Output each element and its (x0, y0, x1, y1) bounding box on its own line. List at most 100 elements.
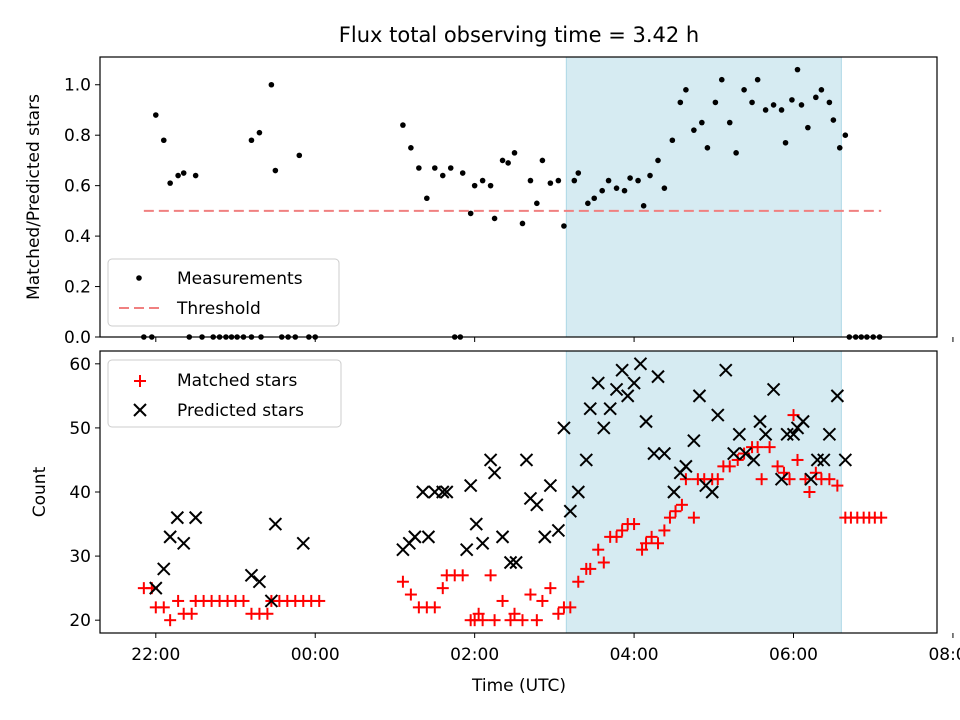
measurement-point (511, 150, 518, 156)
predicted-star-point (647, 446, 661, 461)
measurement-point (400, 122, 406, 128)
measurement-point (762, 107, 769, 113)
legend-bottom: Matched stars Predicted stars (107, 359, 342, 428)
measurement-point (789, 97, 795, 103)
x-tick-label: 06:00 (769, 645, 818, 665)
measurement-point (192, 172, 199, 179)
predicted-star-point (810, 453, 825, 467)
x-tick-label: 22:00 (131, 645, 180, 665)
predicted-star-point (633, 357, 648, 371)
predicted-star-point (621, 389, 635, 403)
legend-box-bottom (107, 359, 342, 428)
predicted-star-point (557, 421, 571, 435)
predicted-star-point (796, 414, 810, 429)
predicted-star-point (252, 575, 267, 589)
measurement-point (599, 187, 605, 194)
measurement-point (605, 177, 612, 184)
measurement-point (647, 172, 653, 179)
matched-star-point (799, 473, 812, 486)
ratio-panel: 0.0 0.2 0.4 0.6 0.8 1.0 Matched/Predicted sta… (24, 56, 954, 348)
matched-star-point (572, 575, 585, 588)
measurement-point (561, 223, 567, 229)
measurement-point (585, 200, 591, 207)
measurement-point (153, 112, 159, 118)
measurement-point (794, 66, 801, 73)
matched-star-point (172, 594, 185, 607)
matched-star-point (675, 498, 688, 511)
matched-star-point (791, 453, 804, 466)
predicted-star-point (543, 478, 558, 493)
legend-label-measurements: Measurements (177, 269, 303, 289)
matched-star-point (516, 614, 529, 627)
measurement-point (272, 167, 279, 174)
x-tick: 06:00 (769, 633, 818, 665)
measurement-point (726, 119, 733, 126)
matched-star-point (687, 511, 700, 524)
measurement-point (248, 137, 255, 144)
predicted-star-point (753, 414, 767, 429)
y-axis-label-bottom: Count (30, 466, 50, 517)
matched-star-point (476, 614, 489, 627)
y-tick: 30 (69, 547, 100, 567)
matched-star-point (652, 537, 664, 550)
measurement-point (754, 76, 761, 83)
predicted-star-point (766, 382, 781, 397)
matched-star-point (157, 601, 170, 614)
predicted-star-point (719, 363, 733, 377)
matched-star-point (484, 569, 497, 582)
predicted-star-point (483, 453, 498, 467)
predicted-star-point (667, 485, 681, 499)
measurement-point (467, 210, 474, 217)
predicted-star-point (571, 485, 585, 499)
axes-frame-bottom (99, 350, 938, 634)
matched-star-point (552, 607, 565, 620)
measurement-point (491, 215, 498, 222)
matched-star-point (456, 569, 469, 582)
measurement-point (770, 102, 777, 108)
observing-window-shade (565, 56, 842, 338)
matched-star-point (496, 594, 509, 607)
y-tick: 0.4 (64, 227, 100, 247)
predicted-star-point (463, 478, 478, 493)
predicted-star-point (657, 446, 672, 461)
matched-star-point (237, 594, 250, 607)
predicted-star-point (487, 466, 502, 480)
predicted-star-point (538, 530, 552, 544)
predicted-star-point (421, 530, 436, 544)
predicted-star-point (727, 446, 741, 461)
measurement-point (487, 182, 494, 189)
measurement-point (627, 175, 633, 181)
predicted-star-point (495, 530, 510, 544)
matched-star-point (404, 588, 417, 601)
predicted-star-point (627, 376, 641, 390)
matched-star-point (536, 594, 549, 607)
matched-star-point (628, 518, 641, 531)
predicted-star-point (436, 485, 450, 499)
measurement-point (571, 177, 578, 184)
matched-star-point (809, 466, 822, 479)
predicted-star-point (459, 542, 474, 557)
measurement-point (160, 137, 167, 144)
x-tick: 04:00 (610, 633, 659, 665)
axes-frame-top (99, 56, 938, 338)
y-tick-label: 20 (69, 611, 91, 631)
predicted-star-point (268, 517, 283, 531)
measurement-point (661, 185, 668, 191)
matched-star-point (640, 537, 653, 550)
measurement-point (499, 157, 506, 164)
measurement-point (635, 177, 641, 184)
matched-star-point (763, 441, 776, 454)
observing-window-shade (565, 350, 842, 634)
measurement-point (836, 145, 843, 151)
y-tick-label: 40 (69, 483, 91, 503)
y-tick: 40 (69, 483, 100, 503)
matched-star-point (731, 453, 744, 466)
measurement-point (826, 99, 833, 106)
matched-star-point (584, 562, 597, 575)
predicted-star-point (804, 472, 818, 486)
matched-star-point (436, 582, 449, 595)
measurement-point (805, 124, 811, 131)
measurement-point (175, 172, 181, 179)
predicted-star-point (705, 485, 719, 499)
predicted-star-point (746, 453, 761, 467)
